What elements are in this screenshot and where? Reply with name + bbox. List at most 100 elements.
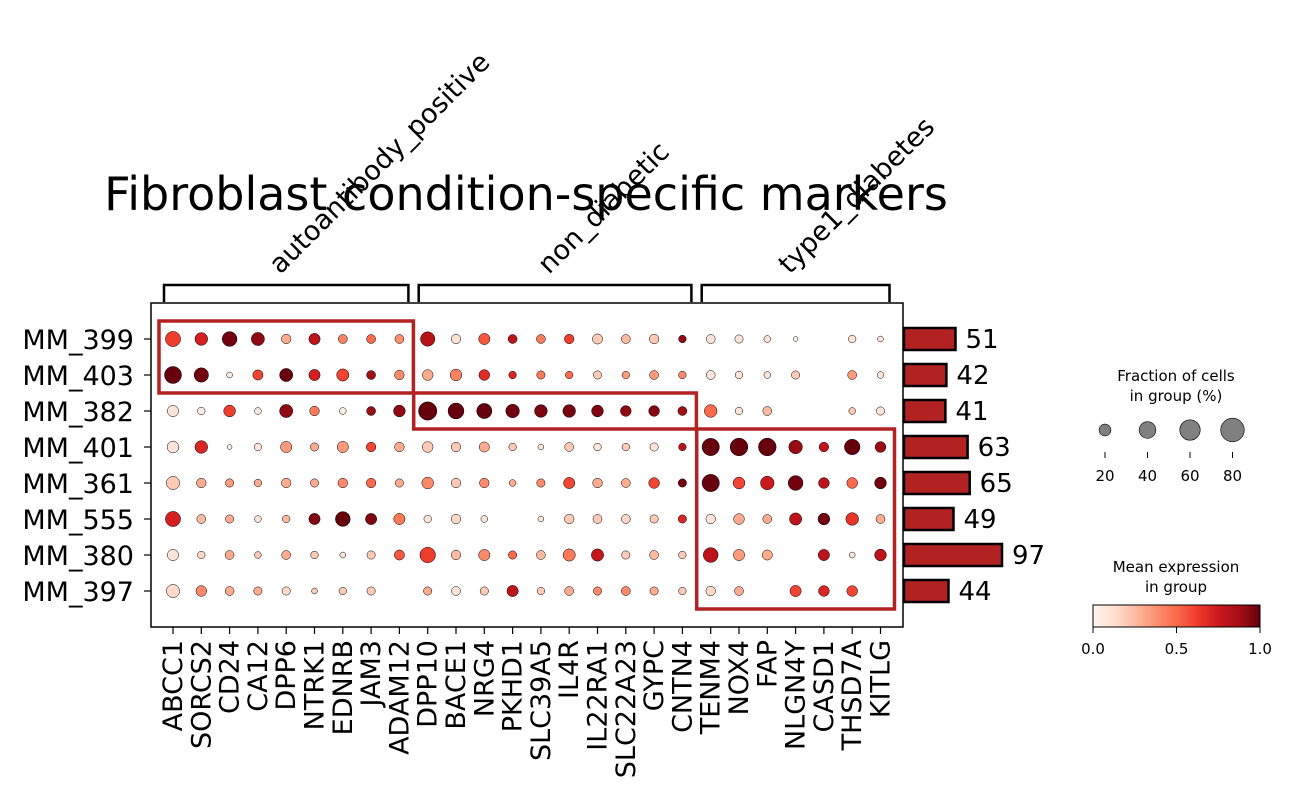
dot (734, 406, 744, 416)
dot (226, 371, 233, 379)
dot (537, 443, 545, 451)
gene-label: CA12 (243, 640, 274, 712)
dot (197, 406, 206, 416)
dot (280, 441, 293, 453)
gene-label: CASD1 (809, 640, 840, 732)
dot (478, 549, 491, 561)
dot (308, 333, 321, 345)
dot (310, 478, 319, 488)
dot (478, 333, 491, 345)
dot (394, 334, 405, 344)
dot (478, 369, 490, 381)
gene-label: CD24 (215, 640, 246, 714)
dot (253, 442, 262, 452)
dot (701, 438, 720, 456)
dot (536, 478, 546, 488)
dot (421, 476, 434, 490)
gene-group-bracket (162, 283, 410, 302)
gene-label: BACE1 (441, 640, 472, 730)
cell-count-bars: 51 42 41 63 65 49 97 44 (902, 325, 1045, 607)
dot (818, 477, 830, 489)
row-label: MM_380 (22, 541, 134, 572)
gene-label: NOX4 (724, 640, 755, 715)
dot (593, 442, 602, 452)
count-bar (902, 434, 969, 460)
size-legend-label: 60 (1180, 467, 1199, 485)
dot (592, 333, 603, 345)
dot (224, 586, 235, 596)
dot (479, 586, 489, 596)
dot (338, 586, 347, 596)
dot (705, 513, 716, 525)
dot (505, 403, 520, 419)
dot (789, 512, 802, 526)
color-legend-title-line2: in group (1145, 578, 1207, 596)
dot (734, 370, 744, 380)
gene-labels: ABCC1SORCS2CD24CA12DPP6NTRK1EDNRBJAM3ADA… (158, 627, 897, 778)
dot (194, 332, 208, 346)
dot (167, 549, 179, 561)
dot (648, 477, 660, 489)
gene-group-brackets (162, 283, 891, 302)
dot (508, 479, 517, 487)
dot (848, 334, 857, 344)
gene-label: KITLG (866, 640, 897, 718)
dot (450, 333, 462, 345)
highlight-boxes (157, 319, 897, 611)
gene-label: SLC39A5 (526, 640, 557, 761)
dot (194, 440, 208, 454)
count-bar (902, 362, 948, 388)
dot (225, 514, 235, 524)
dot (225, 478, 235, 488)
dot (621, 334, 631, 344)
dot (874, 441, 887, 453)
gene-label: FAP (752, 640, 783, 688)
dot (733, 513, 745, 525)
row-label: MM_382 (22, 397, 134, 428)
dot (506, 585, 519, 597)
highlight-box (157, 319, 416, 395)
dot (451, 586, 461, 596)
highlight-box (694, 427, 897, 611)
dot (678, 586, 687, 596)
dot (562, 404, 576, 418)
dot (734, 586, 744, 596)
dot (281, 586, 291, 596)
dot (165, 511, 181, 527)
dot (338, 334, 348, 344)
dot (592, 477, 603, 489)
count-label: 51 (966, 325, 999, 355)
dot (226, 444, 233, 450)
gene-label: ABCC1 (158, 640, 189, 731)
dot (336, 368, 350, 382)
dot (818, 441, 829, 453)
gene-label: PKHD1 (498, 640, 529, 732)
dot (733, 549, 745, 561)
dot (649, 514, 659, 524)
gene-label: EDNRB (328, 640, 359, 735)
row-label: MM_403 (22, 361, 134, 392)
row-label: MM_555 (22, 505, 134, 536)
dot (534, 404, 548, 418)
gene-label: DPP10 (413, 640, 444, 728)
dot (365, 513, 377, 525)
chart-title: Fibroblast condition-specific markers (104, 167, 948, 221)
dot (563, 477, 576, 489)
dot (678, 334, 687, 344)
color-legend: Mean expression in group 0.0 0.5 1.0 (1081, 558, 1272, 658)
dot (875, 514, 886, 524)
dot (366, 334, 376, 344)
dot (758, 437, 777, 457)
dot (763, 335, 771, 343)
count-bar (902, 542, 1004, 568)
dot (677, 478, 687, 488)
dot (763, 371, 771, 379)
dot (729, 437, 749, 457)
dot (845, 512, 859, 526)
dot (393, 404, 406, 418)
count-label: 97 (1012, 541, 1045, 571)
dot (678, 550, 687, 560)
dot (339, 551, 346, 559)
dot (564, 586, 574, 596)
dot (282, 514, 291, 524)
